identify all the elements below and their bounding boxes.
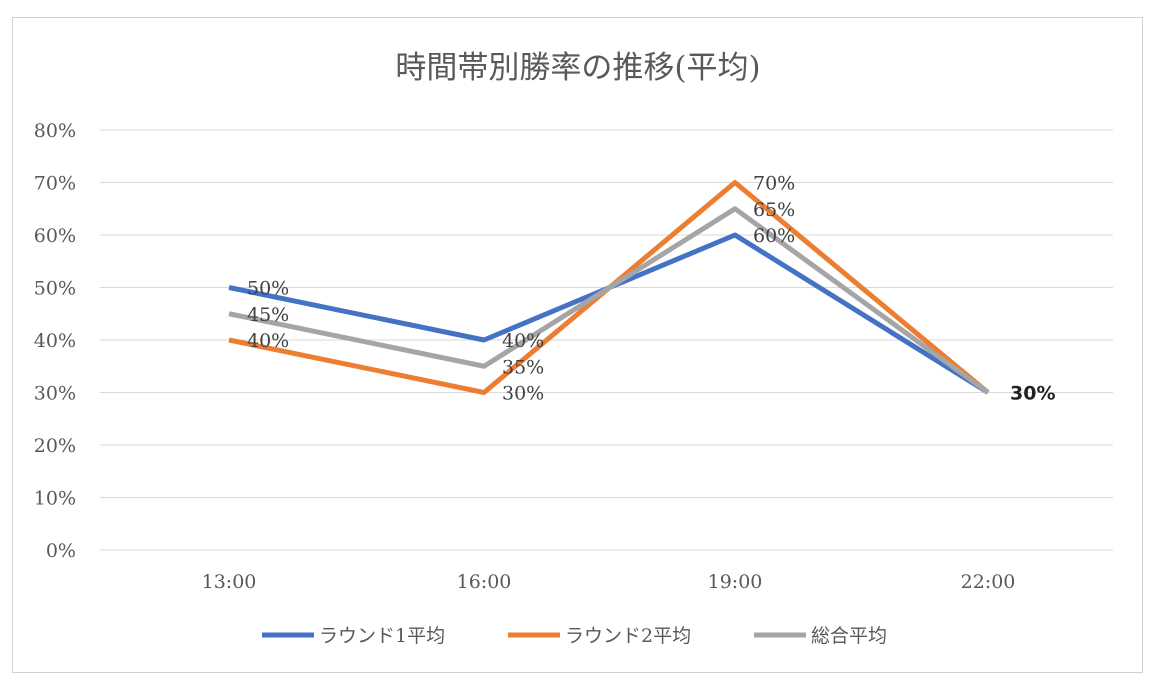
data-label: 40% (247, 330, 289, 352)
chart-frame (12, 17, 1143, 673)
y-tick-label: 0% (46, 540, 76, 562)
y-tick-label: 50% (34, 278, 76, 300)
y-tick-label: 60% (34, 225, 76, 247)
legend-label: ラウンド1平均 (319, 625, 445, 647)
y-tick-label: 30% (34, 383, 76, 405)
x-tick-label: 19:00 (708, 571, 763, 593)
series-line-1 (228, 232, 990, 395)
x-tick-label: 16:00 (457, 571, 512, 593)
y-axis-ticks: 0% 10% 20% 30% 40% 50% 60% 70% 80% (34, 120, 76, 562)
chart-title: 時間帯別勝率の推移(平均) (395, 50, 760, 86)
data-labels: 50% 40% 60% 40% 30% 70% 45% 35% 65% 30% (247, 173, 1055, 405)
data-label: 45% (247, 304, 289, 326)
data-label: 65% (753, 199, 795, 221)
y-tick-label: 20% (34, 435, 76, 457)
x-axis-ticks: 13:00 16:00 19:00 22:00 (202, 571, 1016, 593)
data-label: 40% (502, 330, 544, 352)
data-label: 30% (1010, 383, 1055, 405)
series-lines (228, 180, 990, 395)
series-line-3 (228, 206, 990, 395)
y-tick-label: 40% (34, 330, 76, 352)
data-label: 35% (502, 356, 544, 378)
legend: ラウンド1平均 ラウンド2平均 総合平均 (262, 625, 887, 647)
y-tick-label: 80% (34, 120, 76, 142)
x-tick-label: 13:00 (202, 571, 257, 593)
y-tick-label: 70% (34, 173, 76, 195)
x-tick-label: 22:00 (961, 571, 1016, 593)
legend-label: ラウンド2平均 (565, 625, 691, 647)
y-tick-label: 10% (34, 488, 76, 510)
legend-label: 総合平均 (811, 625, 887, 647)
data-label: 70% (753, 173, 795, 195)
data-label: 50% (247, 278, 289, 300)
data-label: 30% (502, 383, 544, 405)
data-label: 60% (753, 225, 795, 247)
